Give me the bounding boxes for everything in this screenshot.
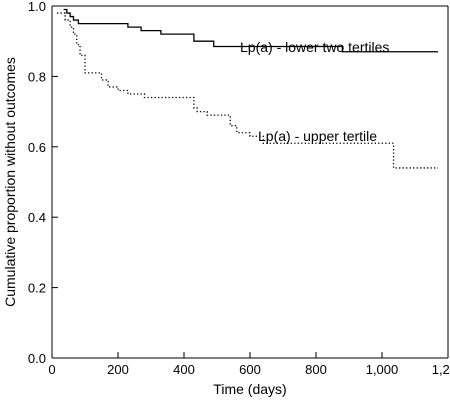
x-tick-label: 1,000	[366, 362, 399, 377]
x-tick-label: 400	[173, 362, 195, 377]
series-group	[56, 8, 439, 169]
x-tick-label: 200	[107, 362, 129, 377]
y-tick-label: 0.8	[28, 69, 46, 84]
y-tick-label: 0.4	[28, 210, 46, 225]
series-label-lower-tertiles: Lp(a) - lower two tertiles	[240, 39, 389, 55]
series-label-upper-tertile: Lp(a) - upper tertile	[258, 128, 377, 144]
x-axis-title: Time (days)	[213, 381, 286, 397]
y-axis-title: Cumulative proportion without outcomes	[2, 57, 18, 307]
x-tick-label: 1,200	[432, 362, 450, 377]
x-tick-label: 800	[305, 362, 327, 377]
series-line-upper-tertile	[56, 12, 439, 169]
x-ticks: 0 200 400 600 800 1,000 1,200	[48, 352, 450, 377]
y-ticks: 0.0 0.2 0.4 0.6 0.8 1.0	[28, 0, 58, 366]
y-tick-label: 1.0	[28, 0, 46, 14]
y-tick-label: 0.6	[28, 140, 46, 155]
y-tick-label: 0.2	[28, 281, 46, 296]
axes	[51, 5, 449, 359]
x-tick-label: 600	[239, 362, 261, 377]
x-tick-label: 0	[48, 362, 55, 377]
series-line-lower-tertiles	[63, 8, 439, 53]
y-tick-label: 0.0	[28, 351, 46, 366]
